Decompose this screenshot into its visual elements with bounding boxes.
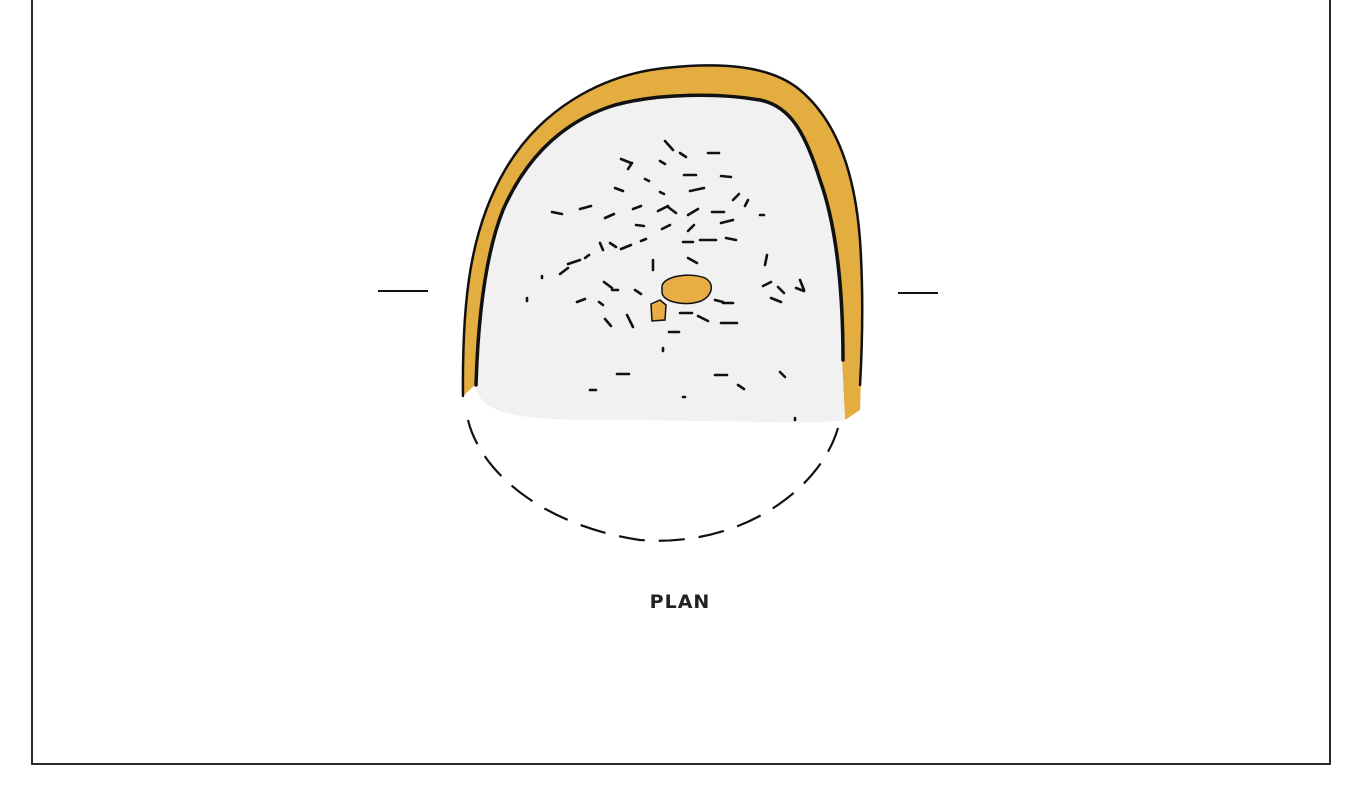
outer-wall-line <box>461 64 864 398</box>
hearth-stone-small <box>650 299 667 322</box>
hut-floor <box>475 95 845 423</box>
floor-debris-marks <box>525 139 806 422</box>
inner-wall-line <box>474 93 845 387</box>
figure-caption: PLAN <box>649 591 711 613</box>
dashed-reconstruction-arc <box>466 419 840 542</box>
figure-frame <box>31 0 1331 765</box>
hearth-stone-large <box>661 274 713 305</box>
